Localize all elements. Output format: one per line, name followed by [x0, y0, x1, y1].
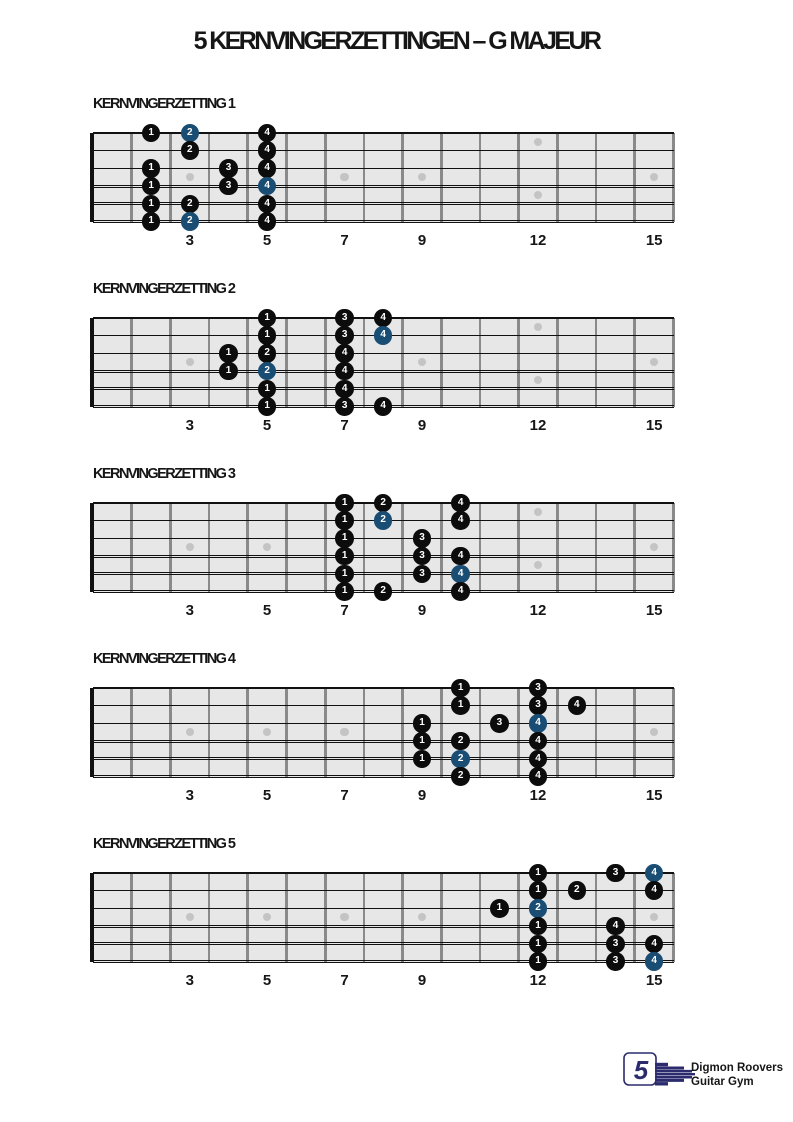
- svg-text:Digmon Roovers: Digmon Roovers: [691, 1062, 783, 1074]
- svg-text:5: 5: [634, 1055, 649, 1085]
- svg-text:Guitar Gym: Guitar Gym: [691, 1076, 754, 1088]
